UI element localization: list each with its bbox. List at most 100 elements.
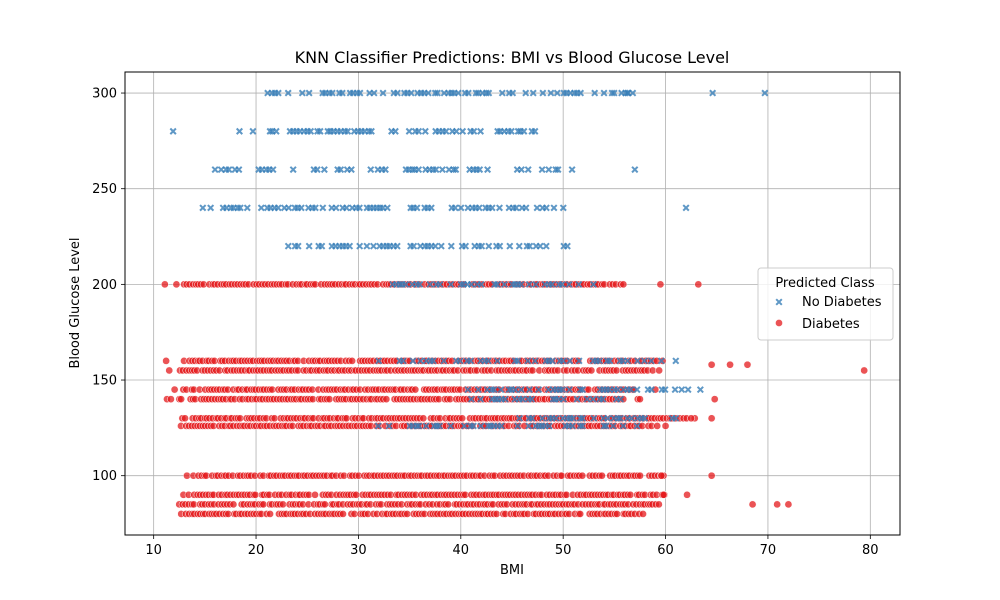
no-diabetes-point bbox=[424, 89, 432, 97]
diabetes-point bbox=[162, 357, 170, 365]
no-diabetes-point bbox=[416, 280, 424, 288]
diabetes-point bbox=[348, 357, 356, 365]
no-diabetes-point bbox=[344, 127, 352, 135]
diabetes-point bbox=[411, 385, 420, 394]
diabetes-point bbox=[161, 280, 169, 289]
no-diabetes-point bbox=[595, 357, 604, 365]
no-diabetes-point bbox=[477, 395, 485, 403]
no-diabetes-point bbox=[501, 395, 509, 403]
no-diabetes-point bbox=[535, 386, 543, 394]
no-diabetes-point bbox=[407, 89, 415, 97]
no-diabetes-point bbox=[610, 89, 618, 97]
no-diabetes-point bbox=[442, 127, 450, 135]
no-diabetes-point bbox=[431, 89, 439, 97]
no-diabetes-point bbox=[452, 127, 460, 135]
no-diabetes-point bbox=[485, 242, 493, 250]
no-diabetes-point bbox=[512, 204, 520, 212]
no-diabetes-point bbox=[369, 242, 378, 250]
no-diabetes-point bbox=[427, 204, 435, 212]
no-diabetes-point bbox=[297, 204, 305, 212]
diabetes-point bbox=[584, 385, 593, 394]
no-diabetes-point bbox=[569, 414, 577, 422]
diabetes-point bbox=[648, 366, 657, 375]
no-diabetes-point bbox=[493, 280, 501, 288]
no-diabetes-point bbox=[429, 357, 437, 365]
no-diabetes-point bbox=[447, 280, 455, 288]
legend-circle-marker bbox=[775, 319, 783, 327]
diabetes-point bbox=[165, 366, 174, 375]
no-diabetes-point bbox=[525, 386, 533, 394]
no-diabetes-point bbox=[563, 242, 571, 250]
no-diabetes-point bbox=[356, 242, 364, 250]
no-diabetes-point bbox=[367, 166, 375, 174]
no-diabetes-point bbox=[469, 422, 477, 430]
no-diabetes-point bbox=[515, 242, 523, 250]
no-diabetes-point bbox=[576, 386, 584, 394]
no-diabetes-point bbox=[517, 280, 525, 288]
no-diabetes-point bbox=[436, 422, 444, 430]
no-diabetes-point bbox=[393, 89, 401, 97]
no-diabetes-point bbox=[225, 166, 233, 174]
no-diabetes-point bbox=[462, 242, 470, 250]
diabetes-point bbox=[279, 500, 287, 509]
x-tick-label: 10 bbox=[145, 543, 162, 558]
no-diabetes-point bbox=[529, 89, 537, 97]
no-diabetes-point bbox=[305, 242, 313, 250]
no-diabetes-point bbox=[399, 357, 407, 365]
diabetes-point bbox=[655, 500, 663, 509]
no-diabetes-point bbox=[528, 414, 536, 422]
diabetes-point bbox=[619, 280, 628, 289]
diabetes-point bbox=[639, 510, 647, 518]
diabetes-point bbox=[177, 395, 185, 404]
no-diabetes-point bbox=[298, 89, 306, 97]
no-diabetes-point bbox=[328, 89, 336, 97]
no-diabetes-point bbox=[602, 422, 610, 430]
diabetes-point bbox=[167, 395, 175, 404]
diabetes-point bbox=[266, 510, 274, 518]
no-diabetes-point bbox=[539, 89, 547, 97]
diabetes-point bbox=[626, 490, 635, 499]
diabetes-point bbox=[655, 366, 663, 375]
no-diabetes-point bbox=[526, 242, 534, 250]
no-diabetes-point bbox=[500, 280, 508, 288]
legend-title: Predicted Class bbox=[775, 276, 875, 291]
no-diabetes-point bbox=[579, 414, 587, 422]
no-diabetes-point bbox=[514, 422, 522, 430]
diabetes-point bbox=[773, 500, 781, 509]
no-diabetes-point bbox=[627, 386, 635, 394]
no-diabetes-point bbox=[591, 89, 599, 97]
diabetes-point bbox=[444, 500, 453, 509]
no-diabetes-point bbox=[311, 204, 319, 212]
no-diabetes-point bbox=[577, 89, 585, 97]
diabetes-point bbox=[636, 471, 644, 480]
x-tick-label: 40 bbox=[453, 543, 470, 558]
no-diabetes-point bbox=[449, 166, 458, 174]
no-diabetes-point bbox=[647, 357, 655, 365]
no-diabetes-point bbox=[490, 386, 498, 394]
no-diabetes-point bbox=[589, 280, 597, 288]
no-diabetes-point bbox=[497, 422, 505, 430]
no-diabetes-point bbox=[548, 357, 556, 365]
legend-marker-no-diabetes bbox=[775, 298, 783, 306]
y-tick-label: 200 bbox=[92, 278, 117, 293]
no-diabetes-point bbox=[379, 89, 387, 97]
no-diabetes-point bbox=[440, 357, 448, 365]
no-diabetes-point bbox=[528, 395, 536, 403]
no-diabetes-point bbox=[478, 242, 486, 250]
no-diabetes-point bbox=[457, 204, 465, 212]
x-tick-label: 30 bbox=[350, 543, 367, 558]
diabetes-point bbox=[325, 395, 334, 404]
no-diabetes-point bbox=[538, 166, 546, 174]
diabetes-point bbox=[170, 385, 179, 394]
diabetes-point bbox=[339, 510, 347, 518]
no-diabetes-point bbox=[467, 357, 475, 365]
no-diabetes-point bbox=[538, 414, 546, 422]
diabetes-point bbox=[576, 510, 585, 518]
no-diabetes-point bbox=[647, 386, 655, 394]
no-diabetes-point bbox=[696, 386, 704, 394]
no-diabetes-point bbox=[405, 127, 413, 135]
no-diabetes-point bbox=[511, 386, 519, 394]
no-diabetes-point bbox=[470, 127, 478, 135]
legend-label-no-diabetes: No Diabetes bbox=[802, 295, 882, 310]
no-diabetes-point bbox=[347, 166, 355, 174]
